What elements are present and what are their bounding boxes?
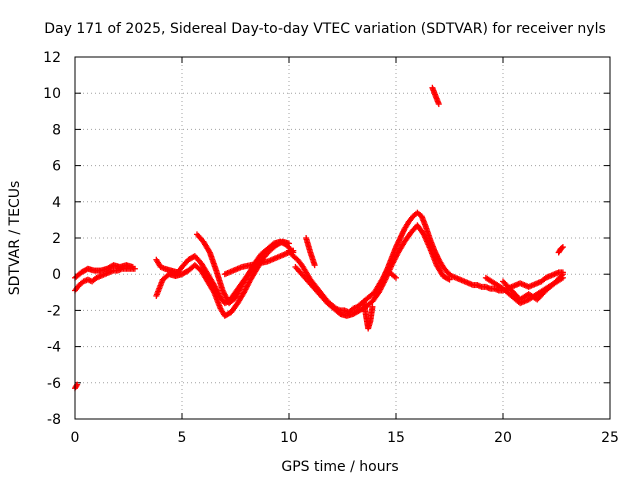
tick-labels: 0 5 10 15 20 25 -8 -6 -4 -2 0 2 4 6 8 10 12 [43,50,619,446]
data-point [558,244,565,251]
y-tick-label: 0 [52,267,61,283]
x-tick-label: 15 [387,430,405,446]
data-point [445,275,452,282]
y-tick-label: 10 [43,86,61,102]
x-tick-label: 10 [280,430,298,446]
y-tick-label: -8 [47,412,61,428]
y-tick-label: -6 [47,376,61,392]
data-points [72,84,566,392]
data-point [311,262,318,269]
x-tick-label: 20 [494,430,512,446]
y-tick-label: 8 [52,122,61,138]
y-tick-label: 4 [52,195,61,211]
data-point [559,244,566,251]
data-point [435,101,442,108]
y-tick-label: -2 [47,303,61,319]
y-tick-label: 6 [52,159,61,175]
data-point [446,276,453,283]
y-axis-label: SDTVAR / TECUs [7,181,23,296]
data-point [129,263,136,270]
plot-border [74,56,611,420]
data-point [558,272,565,279]
x-tick-label: 5 [178,430,187,446]
data-point [393,274,399,281]
grid-lines [75,57,610,419]
data-point [286,240,292,247]
x-tick-label: 0 [71,430,80,446]
data-point [73,382,80,389]
data-point [559,271,566,278]
x-axis-label: GPS time / hours [281,459,398,475]
x-tick-label: 25 [601,430,619,446]
chart-title: Day 171 of 2025, Sidereal Day-to-day VTE… [44,21,606,37]
y-tick-label: -4 [47,340,61,356]
data-point [369,303,376,310]
y-tick-label: 12 [43,50,61,66]
y-tick-label: 2 [52,231,61,247]
